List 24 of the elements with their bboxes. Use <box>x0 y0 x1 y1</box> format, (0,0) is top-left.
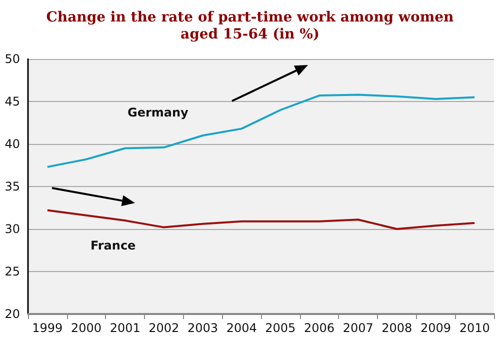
series-label: Germany <box>127 105 189 120</box>
chart-title: Change in the rate of part-time work among women aged 15-64 (in %) <box>46 10 454 42</box>
y-tick-label: 50 <box>4 52 20 66</box>
x-tick-label: 2003 <box>187 321 218 335</box>
x-tick-label: 2010 <box>459 321 490 335</box>
series-label: France <box>90 238 136 252</box>
x-tick-label: 2004 <box>226 321 257 335</box>
x-tick-label: 2005 <box>265 321 296 335</box>
x-tick-label: 2001 <box>110 321 140 335</box>
line-series <box>46 209 476 230</box>
y-tick-label: 20 <box>4 307 20 321</box>
x-tick-label: 2002 <box>148 321 180 335</box>
y-tick-label: 40 <box>4 137 20 151</box>
x-tick-label: 2006 <box>304 321 335 335</box>
y-tick-label: 30 <box>4 222 20 236</box>
y-tick-label: 35 <box>4 180 20 194</box>
x-tick-label: 2009 <box>420 321 452 335</box>
x-tick-label: 2007 <box>342 321 374 335</box>
x-tick-label: 2000 <box>70 321 102 335</box>
y-tick-label: 25 <box>4 264 20 278</box>
line-series <box>46 94 476 168</box>
x-tick-label: 2008 <box>382 321 412 335</box>
y-tick-label: 45 <box>4 94 20 108</box>
x-tick-label: 1999 <box>32 321 63 335</box>
